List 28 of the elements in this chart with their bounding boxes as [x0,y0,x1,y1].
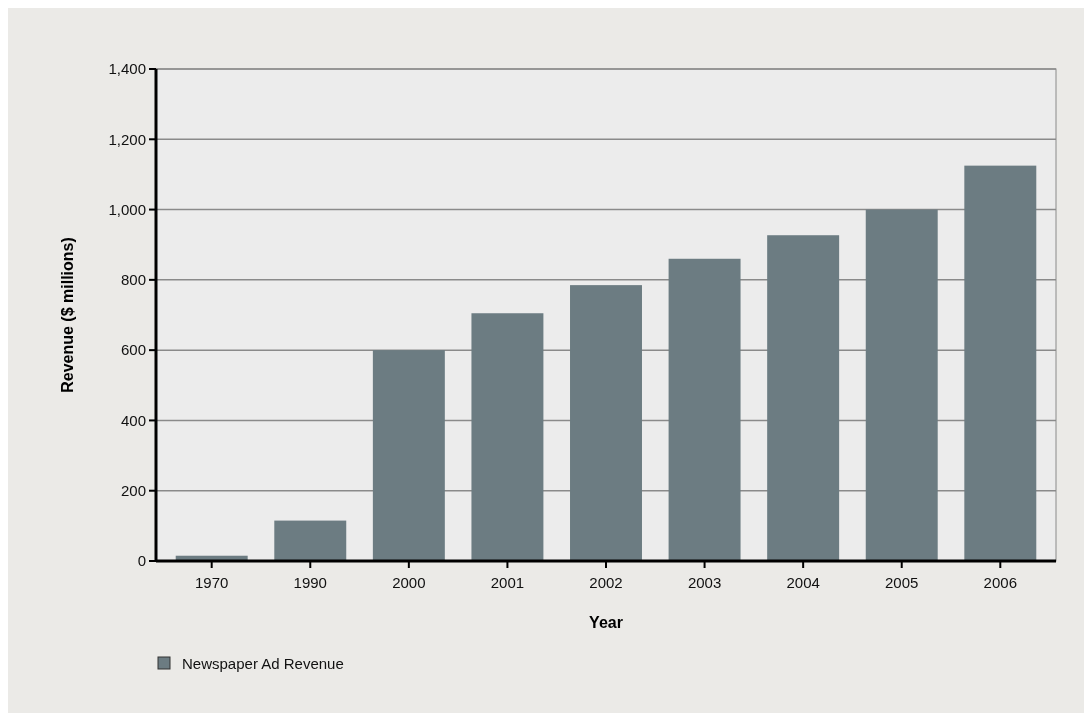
x-tick-label: 2005 [885,574,919,591]
x-tick-label: 2003 [687,574,722,591]
bar [865,209,938,561]
bar [964,165,1037,561]
y-tick-label: 0 [137,552,146,570]
x-tick-label: 2000 [392,574,426,591]
x-axis-title: Year [589,614,623,631]
bar [274,520,347,561]
y-tick-label: 200 [120,481,146,499]
bar [471,313,544,561]
y-axis-title: Revenue ($ millions) [59,237,76,393]
y-tick-label: 1,000 [108,200,146,218]
legend-label: Newspaper Ad Revenue [182,655,344,673]
bar [570,285,642,561]
y-tick-label: 1,400 [108,60,146,78]
x-tick-label: 1970 [195,574,229,591]
bar [668,258,741,561]
bar [372,350,445,561]
x-tick-label: 2002 [589,574,623,591]
y-tick-label: 600 [120,341,146,359]
x-tick-label: 2006 [983,574,1017,591]
y-tick-label: 1,200 [108,130,146,148]
y-tick-label: 800 [120,271,146,289]
x-tick-label: 2004 [786,574,820,591]
x-tick-label: 2001 [490,574,525,591]
x-tick-label: 1990 [293,574,327,591]
bar [767,235,840,561]
y-tick-label: 400 [120,411,146,429]
